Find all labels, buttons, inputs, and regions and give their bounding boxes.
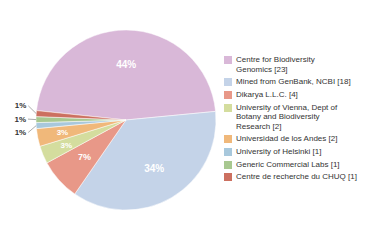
html-text:Botany and Biodiversity: Botany and Biodiversity: [236, 112, 320, 122]
svg-text:7%: 7%: [78, 152, 91, 162]
html-text:Genomics [23]: Genomics [23]: [236, 64, 288, 74]
html-text:University of Helsinki [1]: University of Helsinki [1]: [236, 147, 322, 156]
svg-text:34%: 34%: [144, 163, 164, 174]
svg-text:1%: 1%: [14, 115, 26, 124]
html-text:Dikarya L.L.C. [4]: Dikarya L.L.C. [4]: [236, 90, 298, 99]
html-text:Universidad de los Andes [2]: Universidad de los Andes [2]: [236, 134, 338, 144]
html-text:Centre for Biodiversity: Centre for Biodiversity: [236, 55, 315, 65]
html-text:Research [2]: Research [2]: [236, 121, 282, 131]
svg-text:44%: 44%: [116, 59, 136, 70]
svg-text:3%: 3%: [60, 141, 72, 150]
svg-text:3%: 3%: [57, 128, 69, 137]
svg-text:1%: 1%: [15, 128, 27, 137]
html-text:University of Vienna, Dept of: University of Vienna, Dept of: [236, 102, 338, 112]
svg-text:1%: 1%: [15, 101, 27, 110]
html-text:Mined from GenBank, NCBI [18]: Mined from GenBank, NCBI [18]: [236, 77, 351, 87]
html-text:Generic Commercial Labs [1]: Generic Commercial Labs [1]: [236, 159, 340, 169]
html-text:Centre de recherche du CHUQ [1: Centre de recherche du CHUQ [1]: [236, 172, 357, 182]
